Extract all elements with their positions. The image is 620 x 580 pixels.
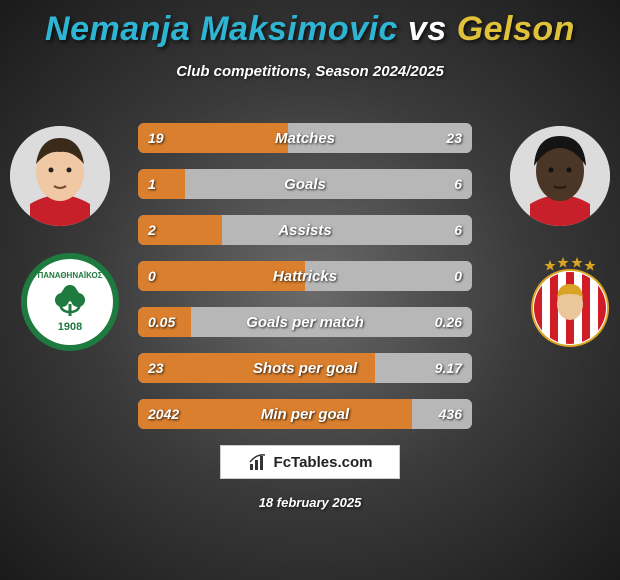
player1-avatar (10, 126, 110, 226)
player2-avatar (510, 126, 610, 226)
bar-row: 26Assists (138, 215, 472, 245)
bar-row: 239.17Shots per goal (138, 353, 472, 383)
bar-label: Goals per match (138, 307, 472, 337)
bar-row: 00Hattricks (138, 261, 472, 291)
bar-label: Assists (138, 215, 472, 245)
chart-icon (248, 452, 268, 472)
bar-label: Hattricks (138, 261, 472, 291)
player2-name: Gelson (457, 10, 575, 48)
bar-label: Min per goal (138, 399, 472, 429)
player2-avatar-svg (510, 126, 610, 226)
club-right-logo (520, 252, 620, 352)
bar-label: Matches (138, 123, 472, 153)
comparison-bars: 1923Matches 16Goals 26Assists 00Hattricks 0.… (138, 123, 472, 445)
club-right-stars (545, 257, 596, 271)
bar-label: Shots per goal (138, 353, 472, 383)
brand-box[interactable]: FcTables.com (220, 445, 400, 479)
club-left-year: 1908 (58, 321, 82, 333)
brand-text: FcTables.com (274, 454, 373, 471)
player1-avatar-svg (10, 126, 110, 226)
bar-row: 16Goals (138, 169, 472, 199)
date-text: 18 february 2025 (0, 495, 620, 510)
club-left-logo: ΠΑΝΑΘΗΝΑΪΚΟΣ 1908 (20, 252, 120, 352)
club-left-ring (24, 256, 116, 348)
svg-text:ΠΑΝΑΘΗΝΑΪΚΟΣ: ΠΑΝΑΘΗΝΑΪΚΟΣ (37, 271, 102, 280)
player1-name: Nemanja Maksimovic (45, 10, 398, 48)
bar-row: 2042436Min per goal (138, 399, 472, 429)
bar-label: Goals (138, 169, 472, 199)
bar-row: 1923Matches (138, 123, 472, 153)
subtitle: Club competitions, Season 2024/2025 (0, 63, 620, 80)
vs-text: vs (408, 10, 447, 48)
page-title: Nemanja Maksimovic vs Gelson (0, 0, 620, 49)
bar-row: 0.050.26Goals per match (138, 307, 472, 337)
